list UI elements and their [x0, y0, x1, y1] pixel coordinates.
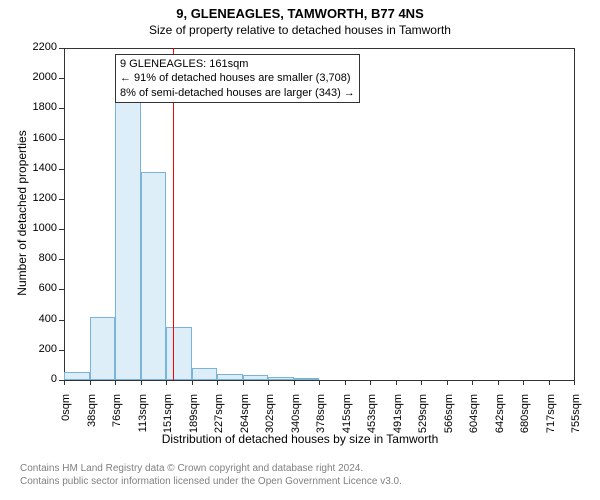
y-tick-label: 1800	[22, 101, 57, 113]
title-address: 9, GLENEAGLES, TAMWORTH, B77 4NS	[0, 6, 600, 21]
y-tick-label: 600	[22, 282, 57, 294]
y-tick-label: 0	[22, 373, 57, 385]
bar	[166, 327, 192, 380]
y-tick-label: 800	[22, 252, 57, 264]
y-tick-label: 1600	[22, 132, 57, 144]
y-tick-label: 2200	[22, 41, 57, 53]
y-tick-label: 2000	[22, 71, 57, 83]
y-tick-label: 1000	[22, 222, 57, 234]
y-tick-label: 1400	[22, 162, 57, 174]
info-line-larger: 8% of semi-detached houses are larger (3…	[120, 86, 355, 100]
bar	[115, 99, 141, 380]
bar	[141, 172, 167, 380]
bar	[64, 372, 90, 380]
info-line-smaller: ← 91% of detached houses are smaller (3,…	[120, 71, 355, 85]
footer-copyright: Contains HM Land Registry data © Crown c…	[20, 462, 402, 475]
footer-licence: Contains public sector information licen…	[20, 475, 402, 488]
bar	[90, 317, 116, 380]
y-tick-label: 1200	[22, 192, 57, 204]
x-axis-label: Distribution of detached houses by size …	[0, 432, 600, 446]
bar	[217, 374, 243, 380]
bar	[294, 378, 320, 380]
title-subtitle: Size of property relative to detached ho…	[0, 23, 600, 37]
footer: Contains HM Land Registry data © Crown c…	[20, 462, 402, 488]
info-box: 9 GLENEAGLES: 161sqm ← 91% of detached h…	[115, 54, 360, 103]
bar	[243, 375, 269, 380]
bar	[268, 377, 294, 380]
info-line-property: 9 GLENEAGLES: 161sqm	[120, 57, 355, 71]
bar	[192, 368, 218, 380]
y-tick-label: 400	[22, 313, 57, 325]
y-tick-label: 200	[22, 343, 57, 355]
